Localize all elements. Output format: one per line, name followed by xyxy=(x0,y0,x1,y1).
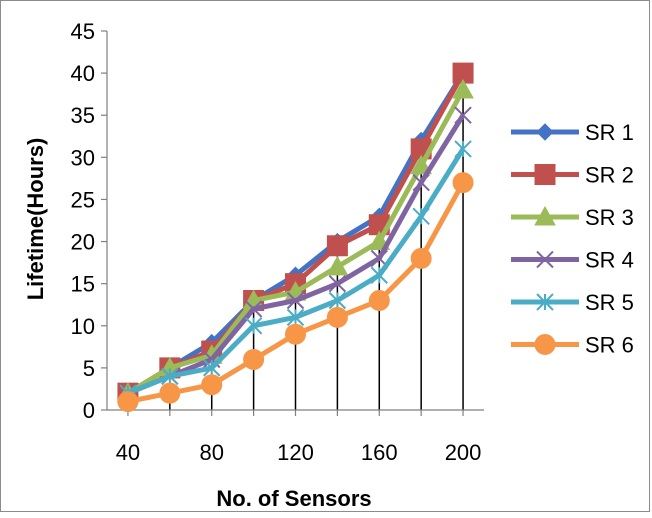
data-point xyxy=(534,205,556,226)
data-point xyxy=(368,290,390,312)
y-tick-label: 25 xyxy=(71,187,95,212)
legend-item-sr-4: SR 4 xyxy=(511,248,634,273)
y-tick-label: 30 xyxy=(71,145,95,170)
data-point xyxy=(452,78,474,99)
x-tick-label: 120 xyxy=(277,440,314,465)
legend-item-sr-5: SR 5 xyxy=(511,290,634,315)
y-tick-label: 5 xyxy=(83,356,95,381)
y-tick-label: 0 xyxy=(83,398,95,423)
data-point xyxy=(410,154,433,175)
data-point xyxy=(412,207,430,225)
x-tick-label: 40 xyxy=(116,440,140,465)
y-tick-label: 35 xyxy=(71,103,95,128)
data-point xyxy=(117,391,139,413)
x-axis-title: No. of Sensors xyxy=(216,486,371,511)
axes: 0 5 10 15 20 25 30 35 40 45 40 80 120 160 200 xyxy=(71,19,484,465)
data-point xyxy=(203,359,221,377)
data-point xyxy=(201,374,223,396)
x-tick-label: 200 xyxy=(445,440,482,465)
y-axis-title: Lifetime(Hours) xyxy=(23,138,48,301)
data-point xyxy=(328,291,347,310)
data-point xyxy=(370,266,388,284)
data-point xyxy=(454,106,472,124)
y-tick-label: 40 xyxy=(71,61,95,86)
data-point xyxy=(285,323,306,345)
data-point xyxy=(536,250,554,269)
data-point xyxy=(286,308,305,327)
legend-label: SR 5 xyxy=(585,290,634,315)
data-point xyxy=(534,164,556,185)
legend-label: SR 1 xyxy=(585,120,634,145)
data-point xyxy=(159,382,181,404)
y-tick-label: 10 xyxy=(71,314,95,339)
legend-label: SR 2 xyxy=(585,163,634,188)
legend-label: SR 4 xyxy=(585,248,634,273)
data-point xyxy=(326,235,348,257)
data-point xyxy=(410,247,432,269)
data-point xyxy=(452,172,474,194)
legend-item-sr-1: SR 1 xyxy=(511,120,634,145)
data-point xyxy=(244,317,263,335)
data-point xyxy=(326,255,349,276)
data-point xyxy=(536,123,554,141)
legend-item-sr-3: SR 3 xyxy=(511,205,634,230)
y-tick-label: 45 xyxy=(71,19,95,44)
data-point xyxy=(454,140,472,158)
data-point xyxy=(534,334,556,355)
series-sr-6 xyxy=(117,172,474,413)
data-point xyxy=(161,367,179,386)
series-layer xyxy=(117,62,474,413)
data-point xyxy=(328,274,347,293)
data-point xyxy=(536,293,554,311)
y-tick-label: 15 xyxy=(71,272,95,297)
x-tick-label: 160 xyxy=(361,440,398,465)
legend-label: SR 6 xyxy=(585,333,634,358)
series-sr-5 xyxy=(119,140,472,402)
data-point xyxy=(243,348,265,370)
data-point xyxy=(244,300,263,318)
legend-item-sr-2: SR 2 xyxy=(511,163,634,188)
data-point xyxy=(412,173,430,192)
data-point xyxy=(326,306,348,328)
legend-label: SR 3 xyxy=(585,205,634,230)
legend: SR 1 SR 2 SR 3 SR 4 SR 5 SR 6 xyxy=(511,120,634,358)
x-tick-label: 80 xyxy=(199,440,223,465)
legend-item-sr-6: SR 6 xyxy=(511,333,634,358)
y-tick-label: 20 xyxy=(71,230,95,255)
data-point xyxy=(286,291,305,310)
